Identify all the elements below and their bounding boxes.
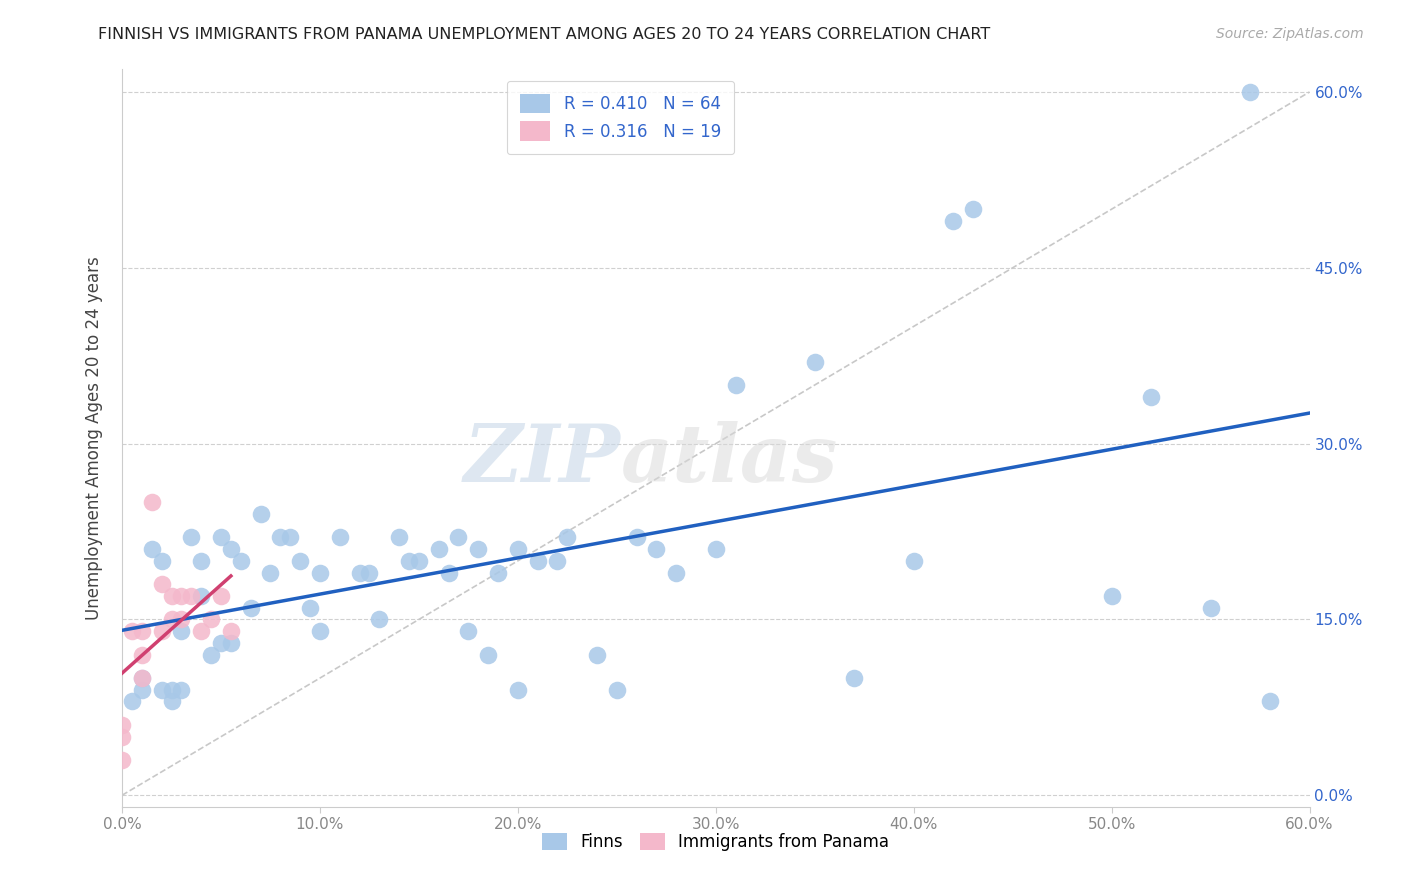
Point (606, 682, 628, 697)
Point (408, 554, 430, 568)
Point (467, 542, 489, 557)
Point (724, 378, 747, 392)
Point (1101, 589, 1123, 603)
Point (121, 694, 143, 708)
Point (626, 530, 648, 544)
Point (131, 671, 153, 685)
Point (160, 612, 183, 626)
Point (219, 542, 242, 557)
Point (131, 682, 153, 697)
Point (309, 566, 332, 580)
Point (200, 612, 222, 626)
Point (903, 554, 925, 568)
Point (131, 624, 153, 639)
Point (942, 214, 965, 228)
Y-axis label: Unemployment Among Ages 20 to 24 years: Unemployment Among Ages 20 to 24 years (86, 256, 103, 620)
Point (150, 624, 173, 639)
Point (131, 648, 153, 662)
Point (111, 718, 134, 732)
Point (160, 694, 183, 708)
Point (447, 530, 470, 544)
Point (239, 600, 262, 615)
Text: FINNISH VS IMMIGRANTS FROM PANAMA UNEMPLOYMENT AMONG AGES 20 TO 24 YEARS CORRELA: FINNISH VS IMMIGRANTS FROM PANAMA UNEMPL… (98, 27, 991, 42)
Point (131, 671, 153, 685)
Point (150, 554, 173, 568)
Point (329, 530, 352, 544)
Point (477, 648, 499, 662)
Point (349, 566, 371, 580)
Text: ZIP: ZIP (464, 421, 621, 499)
Point (645, 542, 668, 557)
Point (288, 554, 311, 568)
Point (190, 554, 212, 568)
Point (299, 600, 322, 615)
Point (368, 612, 391, 626)
Point (190, 589, 212, 603)
Point (1199, 600, 1222, 615)
Point (209, 530, 232, 544)
Point (269, 530, 291, 544)
Point (219, 624, 242, 639)
Point (150, 682, 173, 697)
Point (546, 554, 568, 568)
Point (457, 624, 479, 639)
Point (180, 530, 202, 544)
Point (180, 589, 202, 603)
Point (962, 202, 984, 217)
Point (150, 577, 173, 591)
Point (437, 566, 460, 580)
Point (111, 753, 134, 767)
Point (200, 648, 222, 662)
Point (141, 542, 163, 557)
Point (1239, 85, 1261, 99)
Point (427, 542, 450, 557)
Point (398, 554, 420, 568)
Point (170, 682, 193, 697)
Point (486, 566, 509, 580)
Point (557, 530, 579, 544)
Point (111, 730, 134, 744)
Point (803, 354, 825, 368)
Point (170, 589, 193, 603)
Point (259, 566, 281, 580)
Point (704, 542, 727, 557)
Point (190, 624, 212, 639)
Point (1258, 694, 1281, 708)
Point (388, 530, 411, 544)
Point (160, 589, 183, 603)
Point (219, 636, 242, 650)
Point (309, 624, 332, 639)
Point (1140, 390, 1163, 404)
Point (844, 671, 866, 685)
Point (506, 682, 529, 697)
Text: atlas: atlas (621, 421, 838, 499)
Point (359, 566, 381, 580)
Point (278, 530, 301, 544)
Point (229, 554, 252, 568)
Point (526, 554, 548, 568)
Point (170, 612, 193, 626)
Point (586, 648, 609, 662)
Point (141, 495, 163, 509)
Point (249, 507, 271, 521)
Point (170, 624, 193, 639)
Point (209, 589, 232, 603)
Point (121, 624, 143, 639)
Legend: R = 0.410   N = 64, R = 0.316   N = 19: R = 0.410 N = 64, R = 0.316 N = 19 (508, 80, 734, 154)
Text: Source: ZipAtlas.com: Source: ZipAtlas.com (1216, 27, 1364, 41)
Point (209, 636, 232, 650)
Point (665, 566, 688, 580)
Point (160, 682, 183, 697)
Point (506, 542, 529, 557)
